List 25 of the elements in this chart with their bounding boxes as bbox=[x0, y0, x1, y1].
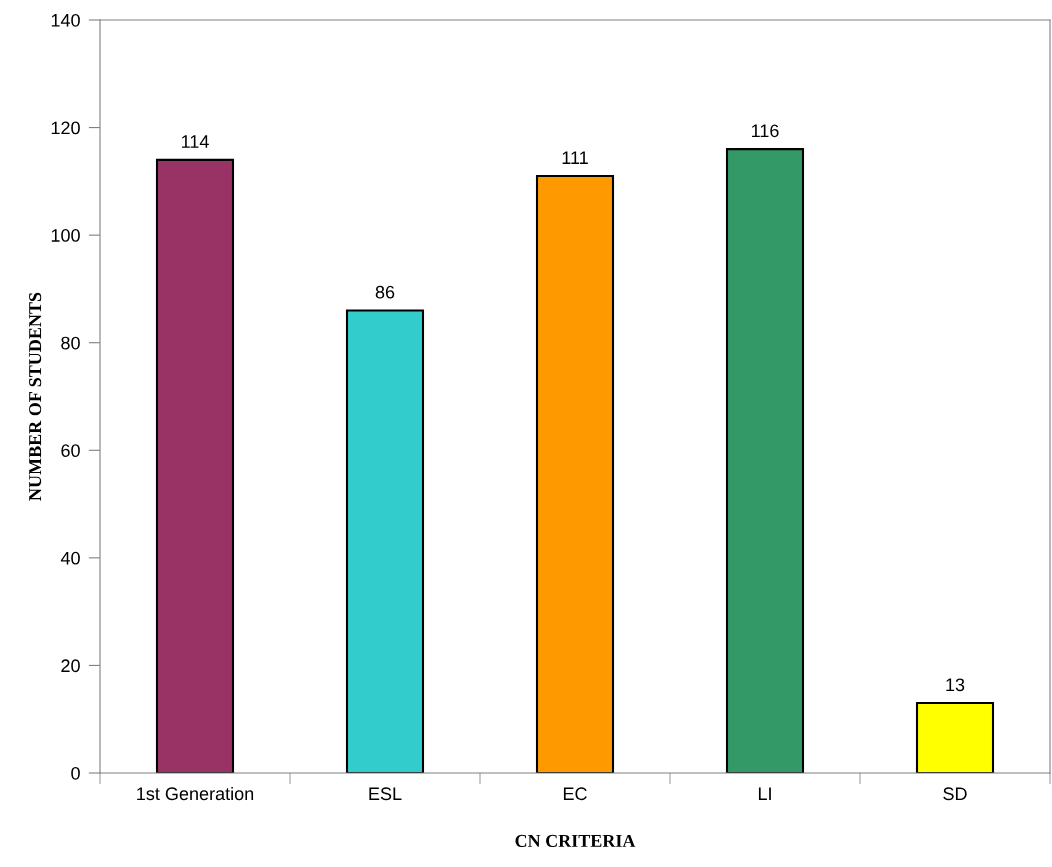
y-tick-label: 0 bbox=[71, 766, 80, 780]
x-tick-label: LI bbox=[758, 787, 771, 800]
y-tick-label: 100 bbox=[51, 229, 80, 242]
bar bbox=[535, 174, 615, 773]
bar bbox=[725, 148, 805, 773]
x-tick-label: EC bbox=[563, 787, 587, 801]
x-tick-label: SD bbox=[943, 787, 967, 801]
y-tick-label: 20 bbox=[61, 659, 80, 673]
y-tick-label: 40 bbox=[60, 551, 80, 565]
data-label: 114 bbox=[181, 135, 209, 148]
bar bbox=[345, 309, 425, 773]
data-label: 86 bbox=[375, 285, 395, 299]
data-label: 13 bbox=[946, 678, 965, 692]
bar bbox=[155, 158, 235, 773]
y-tick-label: 120 bbox=[51, 121, 80, 135]
data-label: 111 bbox=[562, 151, 588, 164]
y-tick-label: 60 bbox=[61, 444, 80, 458]
bar bbox=[915, 702, 995, 773]
y-tick-label: 140 bbox=[51, 13, 80, 27]
x-tick-label: 1st Generation bbox=[137, 786, 254, 801]
y-axis-title: NUMBER OF STUDENTS bbox=[29, 292, 42, 501]
x-axis-title: CN CRITERIA bbox=[515, 834, 636, 847]
data-label: 116 bbox=[751, 124, 779, 138]
x-tick-label: ESL bbox=[369, 787, 402, 801]
y-tick-label: 80 bbox=[61, 336, 80, 350]
